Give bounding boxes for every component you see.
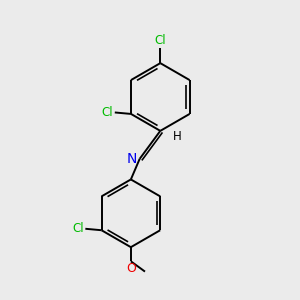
Text: N: N [127, 152, 137, 166]
Text: H: H [173, 130, 182, 143]
Text: O: O [126, 262, 136, 275]
Text: Cl: Cl [102, 106, 113, 119]
Text: Cl: Cl [154, 34, 166, 47]
Text: Cl: Cl [72, 222, 84, 235]
